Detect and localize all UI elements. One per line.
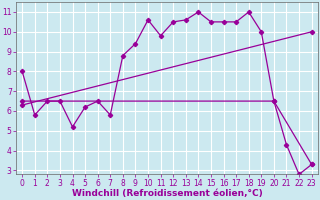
X-axis label: Windchill (Refroidissement éolien,°C): Windchill (Refroidissement éolien,°C) (72, 189, 262, 198)
